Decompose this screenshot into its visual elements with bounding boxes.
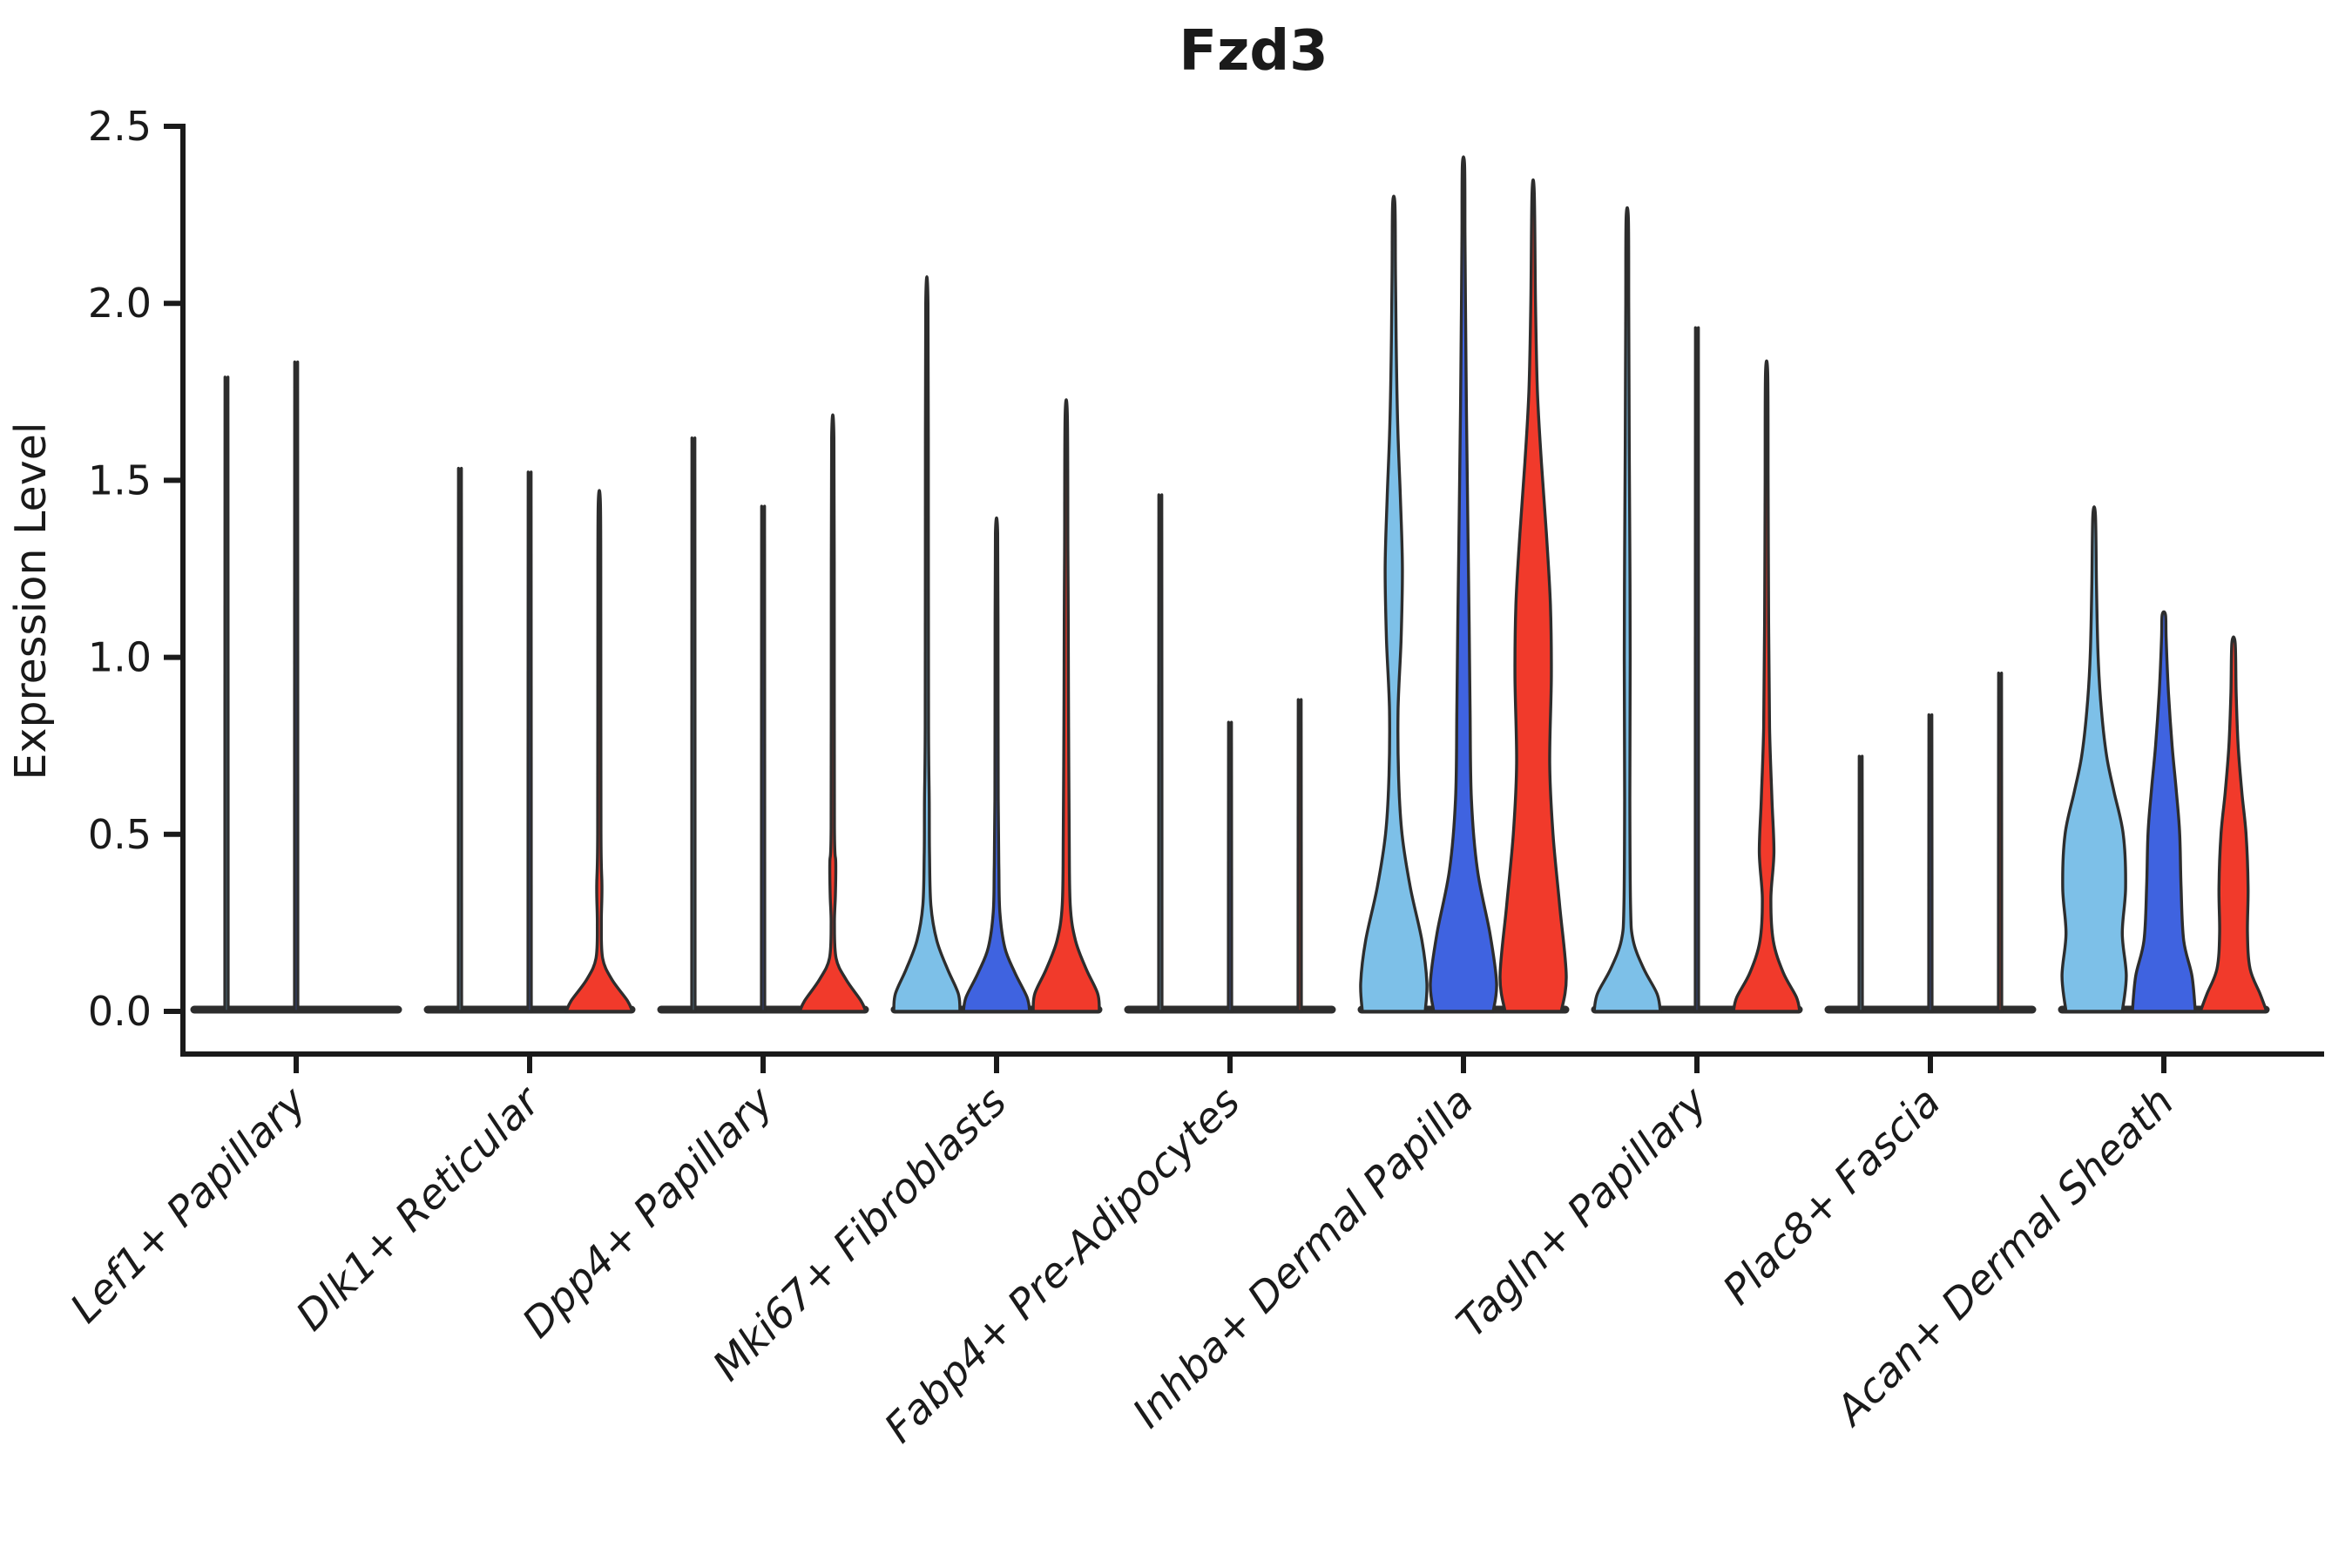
violin-light_blue [456, 467, 463, 1013]
violin-group-2: Dlk1+ Reticular [287, 467, 636, 1341]
y-tick-label: 2.5 [88, 103, 152, 150]
violin-red [564, 489, 634, 1013]
violin-red [1031, 398, 1101, 1013]
violin-light_blue [2060, 505, 2128, 1013]
violin-dark_blue [1227, 720, 1233, 1013]
violin-light_blue [223, 375, 230, 1013]
violin-group-9: Acan+ Dermal Sheath [1825, 505, 2270, 1436]
violin-group-6: Inhba+ Dermal Papilla [1124, 155, 1570, 1437]
violin-light_blue [1592, 206, 1662, 1013]
violin-group-3: Dpp4+ Papillary [513, 413, 869, 1348]
violin-red [1997, 671, 2004, 1013]
violin-dark_blue [293, 360, 300, 1013]
violin-dark_blue [1927, 713, 1934, 1013]
axes: 0.0 0.5 1.0 1.5 2.0 2.5 [88, 103, 2324, 1057]
violin-dark_blue [2131, 610, 2197, 1013]
x-tick-label: Tagln+ Papillary [1448, 1078, 1718, 1348]
violin-red [2199, 635, 2268, 1013]
violin-dark_blue [962, 516, 1031, 1013]
violin-dark_blue [1693, 326, 1700, 1013]
violin-group-7: Tagln+ Papillary [1448, 206, 1803, 1348]
y-tick-label: 1.0 [88, 634, 152, 681]
violin-red [1498, 178, 1568, 1013]
violin-red [798, 413, 868, 1013]
y-tick-label: 0.5 [88, 811, 152, 858]
violin-red [1296, 698, 1303, 1013]
x-tick-label: Plac8+ Fascia [1713, 1078, 1950, 1315]
violin-light_blue [892, 275, 962, 1013]
chart-title: Fzd3 [1179, 19, 1328, 84]
violin-dark_blue [526, 470, 533, 1013]
y-axis-label: Expression Level [6, 422, 56, 781]
violin-dark_blue [1429, 155, 1498, 1013]
violin-light_blue [1157, 493, 1164, 1013]
violin-red [1732, 359, 1801, 1013]
y-tick-label: 0.0 [88, 988, 152, 1035]
violin-light_blue [1857, 754, 1864, 1013]
violin-light_blue [1359, 194, 1429, 1013]
x-tick-label: Lef1+ Papillary [61, 1078, 316, 1333]
x-tick-label: Dpp4+ Papillary [513, 1078, 783, 1348]
y-tick-label: 2.0 [88, 280, 152, 327]
y-tick-label: 1.5 [88, 456, 152, 504]
x-tick-label: Dlk1+ Reticular [287, 1077, 551, 1341]
violin-light_blue [690, 436, 697, 1013]
violin-dark_blue [760, 504, 767, 1013]
